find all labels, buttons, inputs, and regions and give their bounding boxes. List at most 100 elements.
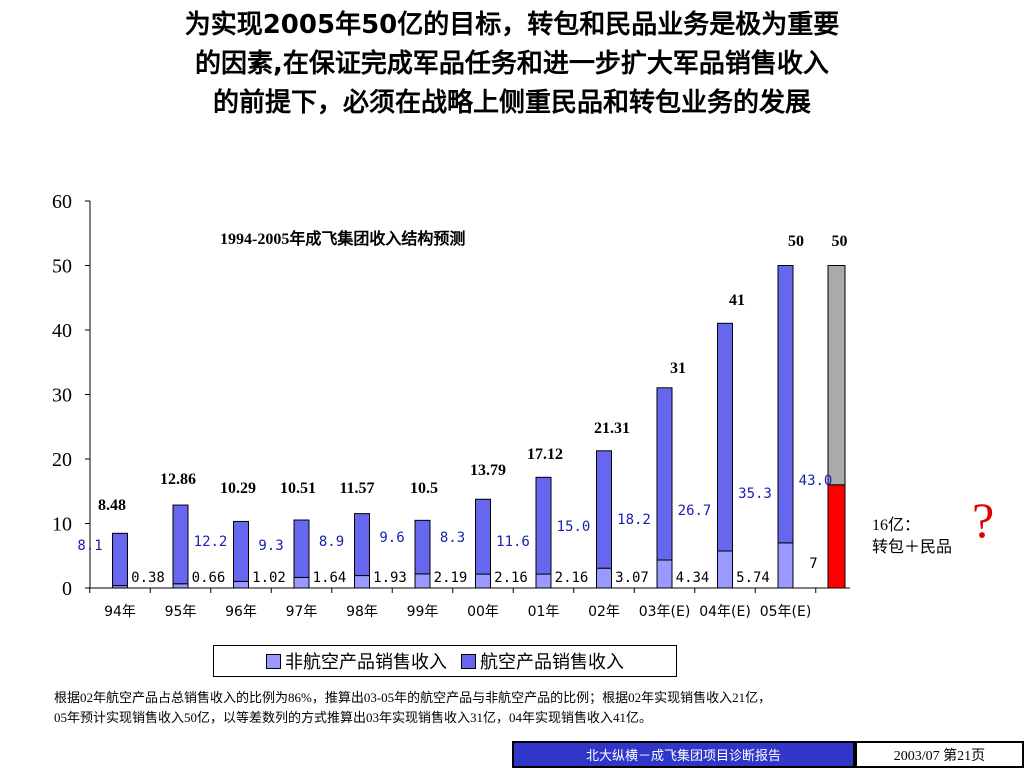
legend-swatch-aviation [461, 653, 476, 669]
footer-page-info: 2003/07 第21页 [855, 741, 1024, 768]
label-total: 10.5 [410, 480, 438, 497]
label-total: 10.51 [280, 480, 316, 497]
legend-item-aviation: 航空产品销售收入 [461, 648, 624, 674]
footnote: 根据02年航空产品占总销售收入的比例为86%，推算出03-05年的航空产品与非航… [54, 688, 1014, 728]
label-non-aviation-value: 2.16 [494, 570, 528, 586]
label-non-aviation-value: 5.74 [736, 570, 770, 586]
bar-aviation [535, 476, 552, 575]
x-category-label: 96年 [225, 604, 257, 620]
x-category-label: 02年 [588, 604, 620, 620]
y-tick-label: 50 [52, 256, 72, 278]
x-category-label: 97年 [286, 604, 318, 620]
footer-report-name: 北大纵横－成飞集团项目诊断报告 [512, 741, 855, 768]
bar-aviation [293, 519, 310, 578]
headline-line-2: 的因素,在保证完成军品任务和进一步扩大军品销售收入 [195, 49, 829, 79]
bar-aviation [475, 498, 491, 575]
bar-non-aviation [596, 567, 612, 589]
label-aviation-value: 9.6 [379, 530, 404, 546]
x-category-label: 00年 [467, 604, 499, 620]
chart-legend: 非航空产品销售收入 航空产品销售收入 [213, 645, 677, 677]
headline-line-3: 的前提下，必须在战略上侧重民品和转包业务的发展 [212, 88, 811, 118]
gap-annotation-line-1: 16亿： [872, 517, 921, 534]
bar-non-aviation [717, 550, 733, 589]
label-total: 21.31 [594, 420, 630, 437]
label-non-aviation-value: 4.34 [676, 570, 710, 586]
label-total: 41 [729, 292, 745, 309]
label-aviation-value: 15.0 [557, 519, 591, 535]
bar-non-aviation [777, 542, 794, 589]
label-non-aviation-value: 7 [809, 556, 817, 572]
bar-non-aviation [354, 575, 370, 589]
bar-non-aviation [475, 573, 491, 589]
label-aviation-value: 8.1 [77, 538, 102, 554]
bar-aviation [414, 519, 431, 575]
gap-annotation-line-2: 转包＋民品 [872, 539, 953, 556]
bar-non-aviation [233, 580, 249, 589]
label-extra-bar-total: 50 [832, 233, 848, 250]
bar-non-aviation [293, 576, 310, 589]
bar-non-aviation [414, 573, 431, 589]
y-tick-label: 30 [52, 385, 72, 407]
question-mark: ? [972, 492, 995, 548]
bar-aviation [596, 450, 612, 569]
slide-headline: 为实现2005年50亿的目标，转包和民品业务是极为重要 的因素,在保证完成军品任… [0, 6, 1024, 123]
y-tick-label: 60 [52, 191, 72, 213]
footnote-line-1: 根据02年航空产品占总销售收入的比例为86%，推算出03-05年的航空产品与非航… [54, 690, 772, 705]
legend-label-aviation: 航空产品销售收入 [480, 652, 624, 673]
label-non-aviation-value: 3.07 [615, 570, 649, 586]
x-category-label: 04年(E) [699, 604, 751, 620]
legend-label-non-aviation: 非航空产品销售收入 [285, 652, 447, 673]
label-non-aviation-value: 1.64 [313, 570, 347, 586]
label-total: 50 [788, 233, 804, 250]
chart-labels: 94年 95年 96年 97年 98年 99年 00年 01年 02年 03年(E) 04年(E) 0… [77, 233, 847, 620]
headline-line-1: 为实现2005年50亿的目标，转包和民品业务是极为重要 [184, 10, 840, 40]
x-category-label: 98年 [346, 604, 378, 620]
label-aviation-value: 8.9 [319, 534, 344, 550]
bar-aviation [354, 513, 370, 577]
x-category-label: 03年(E) [639, 604, 691, 620]
bar-non-aviation [172, 583, 189, 589]
legend-swatch-non-aviation [266, 653, 281, 669]
label-non-aviation-value: 2.16 [555, 570, 589, 586]
label-total: 10.29 [220, 480, 256, 497]
chart-axes: 0 10 20 30 40 50 60 [52, 191, 850, 600]
bar-aviation [233, 520, 249, 582]
gap-annotation: 16亿： 转包＋民品 [872, 515, 952, 559]
label-non-aviation-value: 1.93 [373, 570, 407, 586]
x-category-label: 99年 [407, 604, 439, 620]
x-category-label: 05年(E) [760, 604, 812, 620]
y-tick-label: 10 [52, 514, 72, 536]
label-non-aviation-value: 2.19 [434, 570, 468, 586]
label-total: 17.12 [527, 446, 563, 463]
revenue-structure-chart: 1994-2005年成飞集团收入结构预测 0 10 20 30 40 50 60 94年 95… [52, 191, 850, 620]
label-non-aviation-value: 0.66 [192, 570, 226, 586]
bar-gap-red [827, 484, 846, 589]
label-total: 31 [670, 360, 686, 377]
label-aviation-value: 11.6 [496, 534, 530, 550]
label-total: 13.79 [470, 462, 506, 479]
footnote-line-2: 05年预计实现销售收入50亿，以等差数列的方式推算出03年实现销售收入31亿，0… [54, 710, 653, 725]
y-tick-label: 0 [62, 578, 72, 600]
label-aviation-value: 18.2 [617, 512, 651, 528]
bar-aviation [777, 265, 794, 544]
label-total: 11.57 [339, 480, 374, 497]
x-category-label: 01年 [528, 604, 560, 620]
label-aviation-value: 8.3 [440, 530, 465, 546]
y-tick-label: 20 [52, 449, 72, 471]
y-tick-label: 40 [52, 320, 72, 342]
bar-non-aviation [535, 573, 552, 589]
chart-title: 1994-2005年成飞集团收入结构预测 [220, 229, 465, 248]
legend-item-non-aviation: 非航空产品销售收入 [266, 648, 447, 674]
label-total: 12.86 [160, 471, 196, 488]
bar-aviation [112, 532, 128, 587]
bar-aviation [172, 504, 189, 585]
label-aviation-value: 26.7 [678, 503, 712, 519]
bar-non-aviation [656, 559, 673, 589]
label-non-aviation-value: 1.02 [252, 570, 286, 586]
chart-bars [112, 265, 846, 589]
bar-aviation [656, 387, 673, 561]
x-category-label: 95年 [165, 604, 197, 620]
label-aviation-value: 35.3 [738, 486, 772, 502]
label-total: 8.48 [98, 497, 126, 514]
label-aviation-value: 12.2 [194, 534, 228, 550]
